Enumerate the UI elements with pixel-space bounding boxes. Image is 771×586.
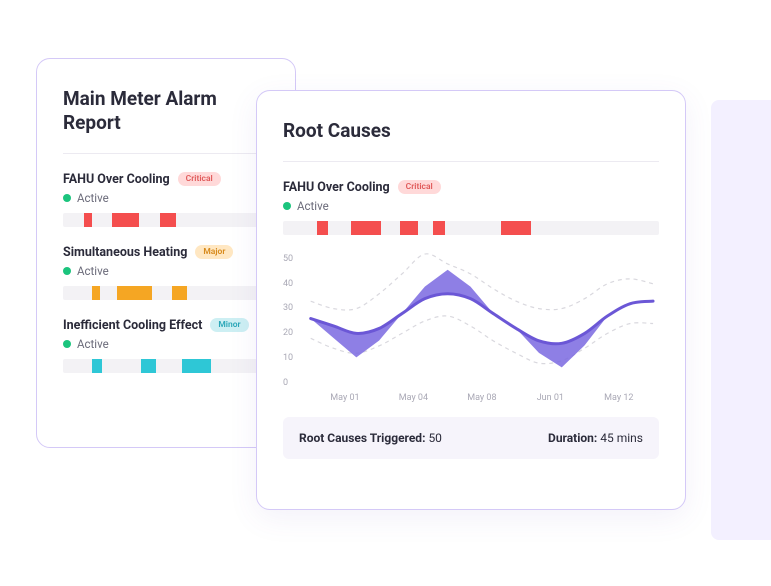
chart-y-tick: 30 [283,303,293,313]
status-text: Active [77,337,109,351]
duration-value: 45 mins [600,431,643,445]
root-cause-chart: 0 10 20 30 40 50 May 01 May 04 May 08 Jun 01 May … [283,253,659,403]
chart-y-tick: 50 [283,254,293,264]
triggered-value: 50 [428,431,442,445]
alarm-timeline [63,213,269,227]
severity-badge: Critical [398,180,441,194]
status-text: Active [77,264,109,278]
status-dot-icon [63,340,71,348]
alarm-row: Inefficient Cooling Effect Minor Active [63,318,269,373]
alarm-timeline [63,359,269,373]
chart-y-tick: 20 [283,328,293,338]
divider [283,161,659,162]
alarm-name: FAHU Over Cooling [63,172,170,187]
alarm-timeline [63,286,269,300]
status-dot-icon [63,194,71,202]
severity-badge: Minor [210,318,248,332]
chart-x-tick: May 12 [604,393,633,403]
duration-summary: Duration: 45 mins [548,431,643,445]
chart-x-tick: May 04 [399,393,428,403]
status-text: Active [77,191,109,205]
status-dot-icon [283,202,291,210]
status-text: Active [297,199,329,213]
chart-y-tick: 10 [283,353,293,363]
severity-badge: Major [195,245,233,259]
root-cause-alarm: FAHU Over Cooling Critical Active [283,180,659,235]
chart-y-tick: 40 [283,279,293,289]
severity-badge: Critical [178,172,221,186]
triggered-summary: Root Causes Triggered: 50 [299,431,442,445]
alarm-row: FAHU Over Cooling Critical Active [63,172,269,227]
triggered-label: Root Causes Triggered: [299,431,425,445]
alarm-timeline [283,221,659,235]
duration-label: Duration: [548,431,597,445]
background-accent [711,100,771,540]
chart-x-tick: May 08 [467,393,496,403]
root-causes-card: Root Causes FAHU Over Cooling Critical A… [256,90,686,510]
chart-x-tick: Jun 01 [537,393,564,403]
chart-y-tick: 0 [283,378,288,388]
alarm-row: Simultaneous Heating Major Active [63,245,269,300]
summary-bar: Root Causes Triggered: 50 Duration: 45 m… [283,417,659,459]
alarm-report-title: Main Meter Alarm Report [63,87,269,135]
chart-x-tick: May 01 [330,393,359,403]
divider [63,153,269,154]
root-causes-title: Root Causes [283,119,659,143]
alarm-name: FAHU Over Cooling [283,180,390,195]
alarm-name: Simultaneous Heating [63,245,187,260]
status-dot-icon [63,267,71,275]
alarm-name: Inefficient Cooling Effect [63,318,202,333]
